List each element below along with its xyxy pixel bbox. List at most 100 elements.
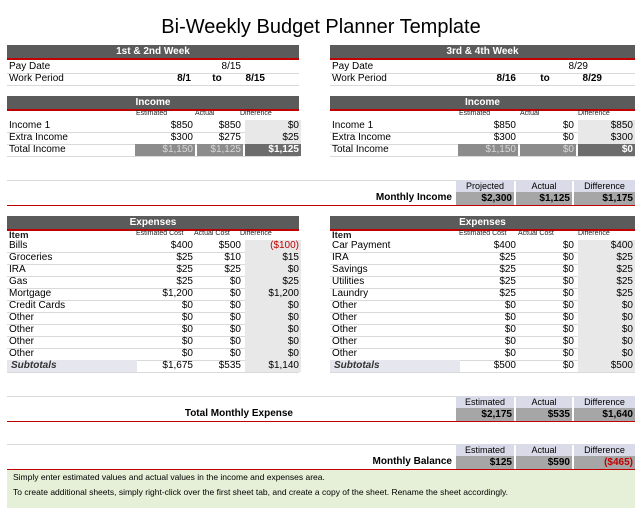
table-row: IRA $25 $25 $0 [7,264,301,277]
monthly-balance-label: Monthly Balance [372,456,452,467]
estimated-value[interactable]: $25 [499,264,516,275]
estimated-value[interactable]: $0 [181,324,193,335]
monthly-income-projected: $2,300 [456,192,514,205]
period-from[interactable]: 8/16 [496,73,516,84]
income-col-actual: Actual [520,110,540,117]
actual-value[interactable]: $25 [224,264,241,275]
actual-value[interactable]: $275 [218,132,241,143]
row-label[interactable]: Mortgage [9,288,52,299]
estimated-value[interactable]: $0 [181,300,193,311]
row-label[interactable]: Other [332,348,358,359]
actual-value[interactable]: $500 [218,240,241,251]
row-label[interactable]: Gas [9,276,28,287]
actual-value[interactable]: $0 [229,324,241,335]
row-label[interactable]: Other [9,336,35,347]
income-col-estimated: Estimated [136,110,168,117]
estimated-value[interactable]: $0 [504,312,516,323]
actual-value[interactable]: $0 [229,288,241,299]
actual-value[interactable]: $0 [562,336,574,347]
actual-value[interactable]: $0 [229,312,241,323]
estimated-value[interactable]: $25 [499,276,516,287]
subtotals-act: $535 [218,360,241,371]
difference-value: $0 [578,324,635,336]
actual-value[interactable]: $0 [562,348,574,359]
estimated-value[interactable]: $850 [493,120,516,131]
difference-value: $25 [245,276,301,288]
actual-value[interactable]: $0 [562,252,574,263]
row-label[interactable]: Income 1 [332,120,374,131]
period-to-word: to [212,73,222,84]
actual-value[interactable]: $0 [229,336,241,347]
actual-value[interactable]: $0 [229,300,241,311]
row-label[interactable]: Other [332,312,358,323]
difference-value: $0 [578,348,635,360]
row-label[interactable]: Savings [332,264,368,275]
period-to[interactable]: 8/29 [582,73,602,84]
row-label[interactable]: Other [332,324,358,335]
row-label[interactable]: IRA [9,264,26,275]
actual-value[interactable]: $0 [562,264,574,275]
row-label[interactable]: Laundry [332,288,369,299]
difference-value: $0 [578,336,635,348]
estimated-value[interactable]: $400 [170,240,193,251]
row-label[interactable]: Other [332,336,358,347]
row-label[interactable]: Extra Income [332,132,391,143]
actual-value[interactable]: $0 [229,348,241,359]
total-income-est: $1,150 [458,144,518,156]
actual-value[interactable]: $0 [562,132,574,143]
difference-value: $300 [578,132,635,144]
estimated-value[interactable]: $25 [499,252,516,263]
instructions-panel: Simply enter estimated values and actual… [7,469,635,508]
actual-value[interactable]: $0 [562,312,574,323]
estimated-value[interactable]: $0 [181,348,193,359]
actual-value[interactable]: $0 [562,240,574,251]
estimated-value[interactable]: $300 [170,132,193,143]
row-label[interactable]: Credit Cards [9,300,66,311]
estimated-value[interactable]: $25 [176,264,193,275]
estimated-value[interactable]: $25 [176,252,193,263]
monthly-income-difference: $1,175 [574,192,635,205]
monthly-expense-col-difference: Difference [574,396,635,409]
estimated-value[interactable]: $300 [493,132,516,143]
estimated-value[interactable]: $25 [499,288,516,299]
estimated-value[interactable]: $0 [504,324,516,335]
estimated-value[interactable]: $0 [504,300,516,311]
monthly-income-col-difference: Difference [574,180,635,193]
period-to[interactable]: 8/15 [245,73,265,84]
estimated-value[interactable]: $0 [181,336,193,347]
estimated-value[interactable]: $25 [176,276,193,287]
actual-value[interactable]: $0 [562,288,574,299]
row-label[interactable]: Bills [9,240,28,251]
row-label[interactable]: Other [9,324,35,335]
pay-date-value[interactable]: 8/15 [221,61,241,72]
table-row: Other $0 $0 $0 [330,348,635,361]
row-label[interactable]: Utilities [332,276,365,287]
estimated-value[interactable]: $0 [181,312,193,323]
actual-value[interactable]: $0 [562,300,574,311]
period-from[interactable]: 8/1 [177,73,191,84]
estimated-value[interactable]: $0 [504,348,516,359]
estimated-value[interactable]: $1,200 [162,288,193,299]
row-label[interactable]: Car Payment [332,240,391,251]
estimated-value[interactable]: $0 [504,336,516,347]
actual-value[interactable]: $10 [224,252,241,263]
pay-date-value[interactable]: 8/29 [568,61,588,72]
actual-value[interactable]: $850 [218,120,241,131]
work-period-label: Work Period [9,73,64,84]
estimated-value[interactable]: $400 [493,240,516,251]
actual-value[interactable]: $0 [562,120,574,131]
estimated-value[interactable]: $850 [170,120,193,131]
difference-value: $25 [578,288,635,300]
row-label[interactable]: Income 1 [9,120,51,131]
row-label[interactable]: IRA [332,252,349,263]
income-col-difference: Difference [578,110,610,117]
row-label[interactable]: Other [332,300,358,311]
subtotals-est: $500 [493,360,516,371]
row-label[interactable]: Groceries [9,252,53,263]
row-label[interactable]: Extra Income [9,132,68,143]
actual-value[interactable]: $0 [562,324,574,335]
row-label[interactable]: Other [9,312,35,323]
actual-value[interactable]: $0 [229,276,241,287]
actual-value[interactable]: $0 [562,276,574,287]
row-label[interactable]: Other [9,348,35,359]
